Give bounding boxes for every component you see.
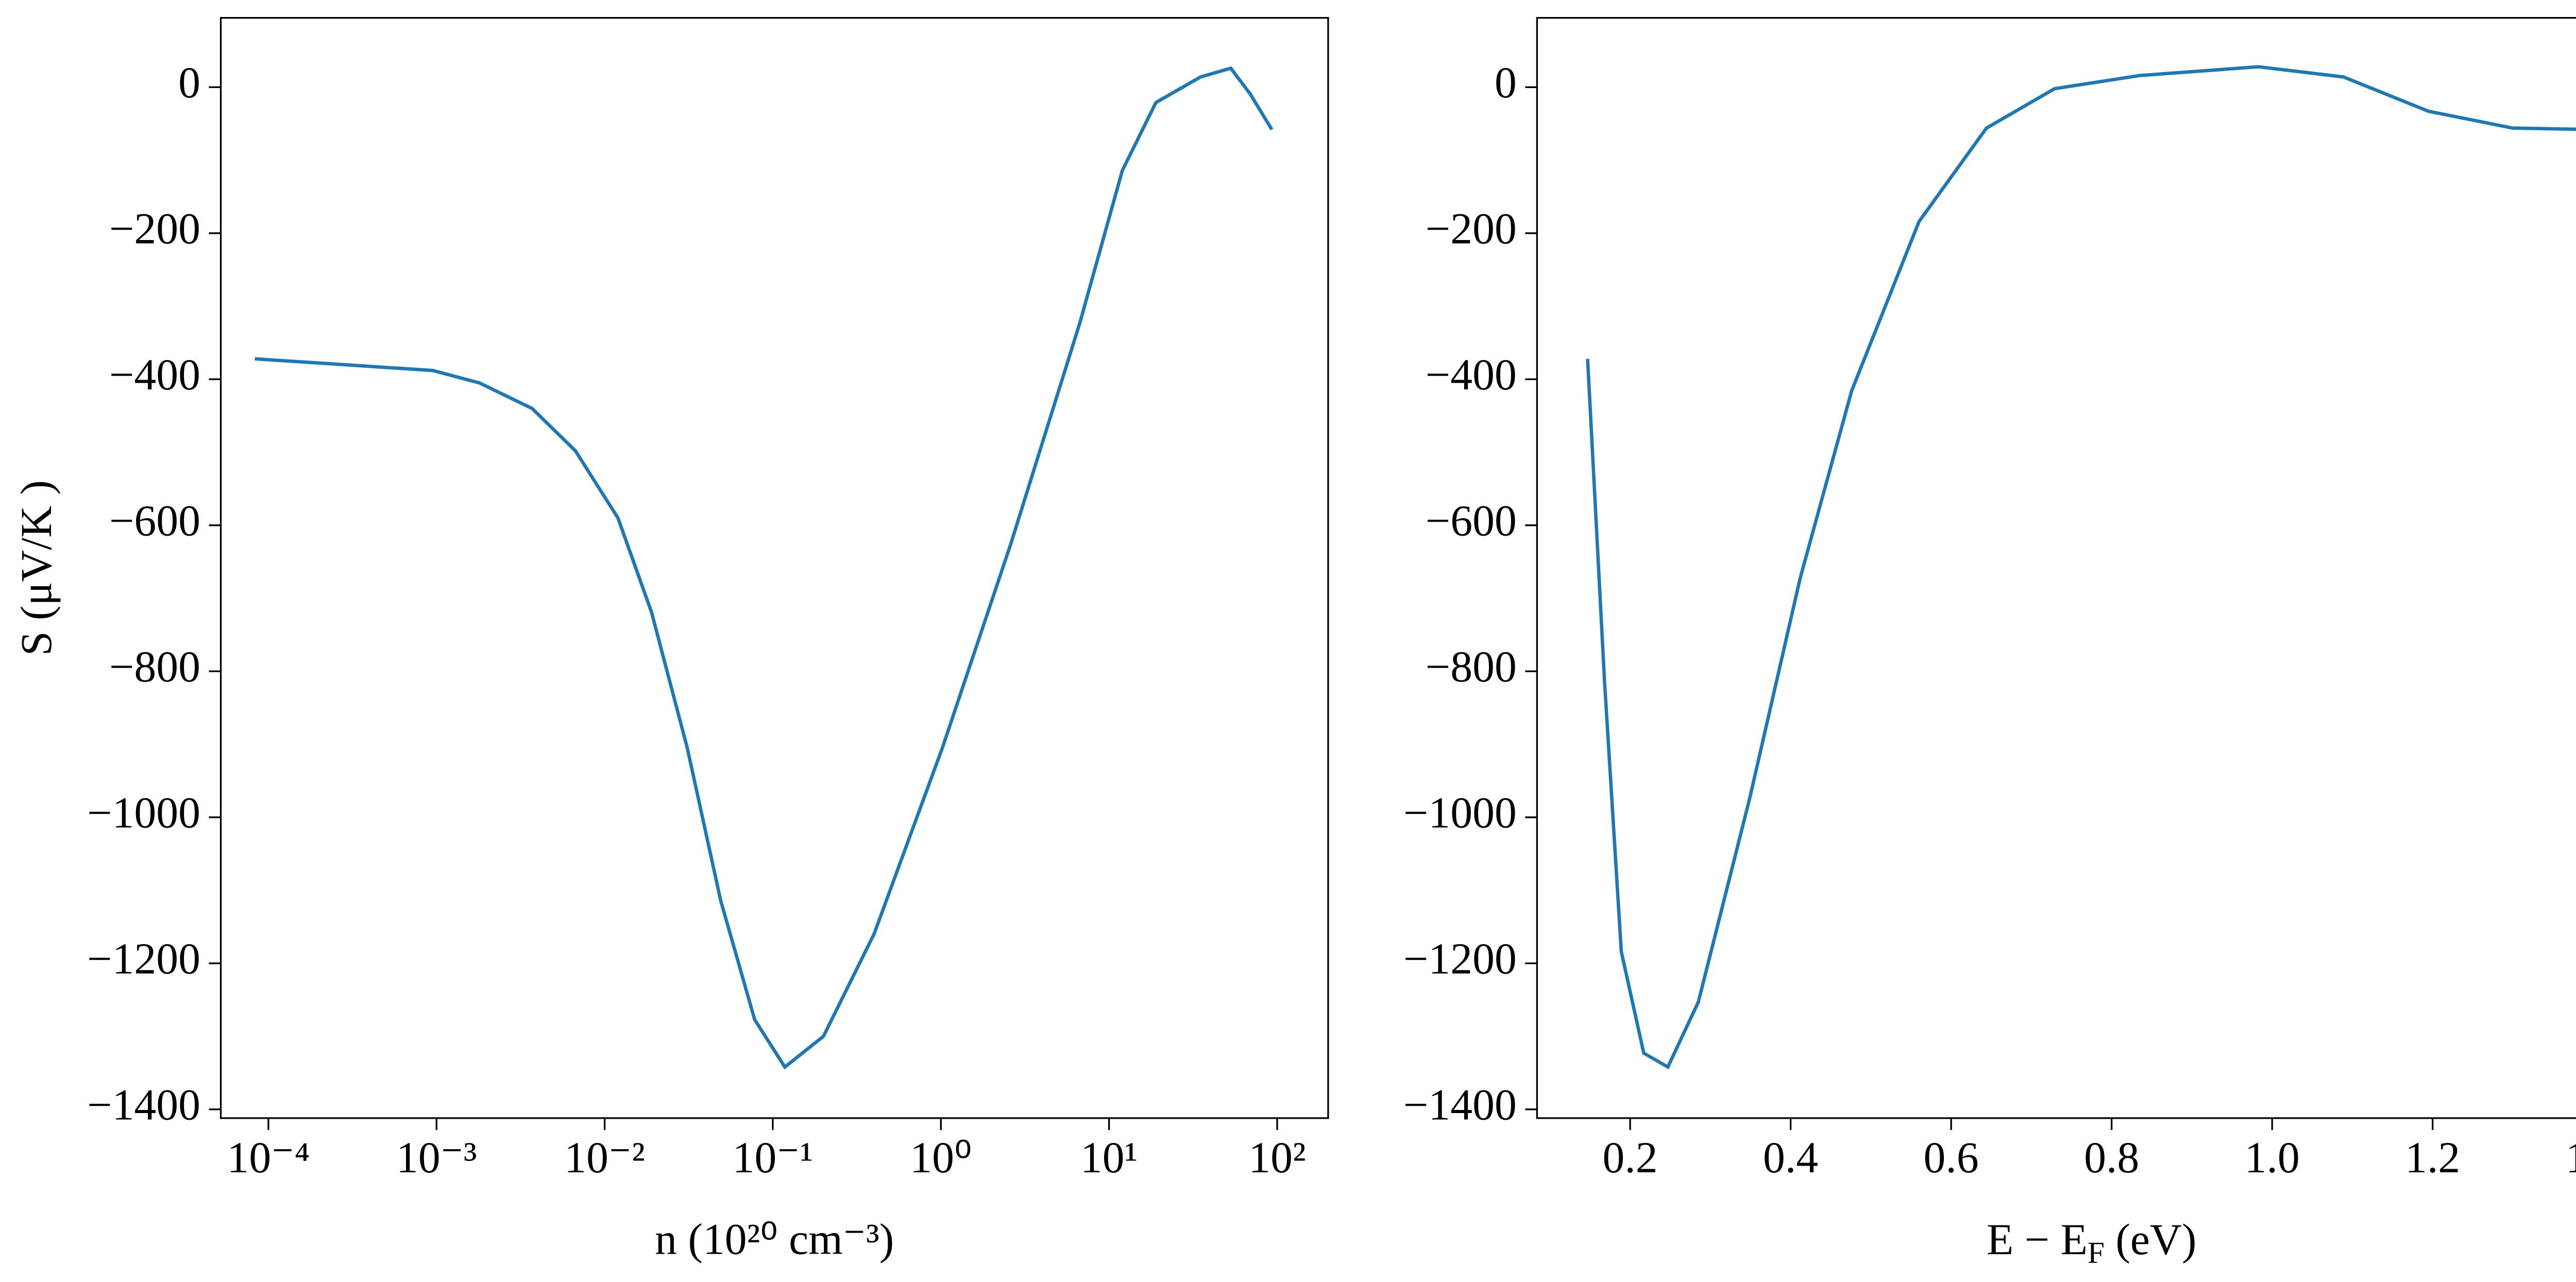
x-axis-label-part: (eV) [2105, 1215, 2196, 1263]
x-tick-label: 10² [1248, 1133, 1306, 1182]
y-tick-label: −600 [1426, 496, 1517, 545]
y-tick-label: −1400 [87, 1080, 200, 1129]
y-tick-label: −400 [1426, 350, 1517, 399]
x-tick-label: 1.2 [2405, 1133, 2460, 1182]
x-tick-label: 0.8 [2084, 1133, 2139, 1182]
y-tick-label: 0 [1495, 58, 1517, 107]
y-tick-label: −200 [1426, 204, 1517, 253]
x-axis-label: E − EF (eV) [1987, 1215, 2196, 1269]
y-tick-label: −1200 [1403, 934, 1517, 983]
x-tick-label: 0.2 [1602, 1133, 1657, 1182]
x-tick-label: 10⁻¹ [733, 1133, 814, 1182]
y-tick-label: −800 [1426, 642, 1517, 691]
y-tick-label: −1000 [1403, 788, 1517, 837]
x-axis-label: n (10²⁰ cm⁻³) [655, 1215, 894, 1263]
y-tick-label: −1200 [87, 934, 200, 983]
data-line [255, 66, 1274, 1070]
x-tick-label: 10¹ [1080, 1133, 1138, 1182]
y-tick-label: −600 [109, 496, 200, 545]
y-tick-label: −200 [109, 204, 200, 253]
y-tick-label: −400 [109, 350, 200, 399]
y-tick-label: −1000 [87, 788, 200, 837]
x-tick-label: 10⁰ [910, 1133, 972, 1182]
y-tick-label: 0 [178, 58, 200, 107]
plot-frame [1536, 17, 2576, 1119]
x-tick-label: 1.0 [2245, 1133, 2300, 1182]
data-line [1586, 65, 2576, 1070]
x-tick-label: 10⁻⁴ [227, 1133, 310, 1182]
x-axis-label-part: F [2088, 1235, 2105, 1269]
x-tick-label: 0.4 [1763, 1133, 1818, 1182]
y-axis-label: S (μV/K ) [12, 480, 61, 656]
y-tick-label: −800 [109, 642, 200, 691]
x-tick-label: 1.4 [2566, 1133, 2576, 1182]
x-tick-label: 0.6 [1924, 1133, 1979, 1182]
x-axis-label-part: E − E [1987, 1215, 2088, 1263]
plot-frame [219, 17, 1329, 1119]
y-tick-label: −1400 [1403, 1080, 1517, 1129]
x-tick-label: 10⁻³ [396, 1133, 477, 1182]
x-tick-label: 10⁻² [564, 1133, 645, 1182]
